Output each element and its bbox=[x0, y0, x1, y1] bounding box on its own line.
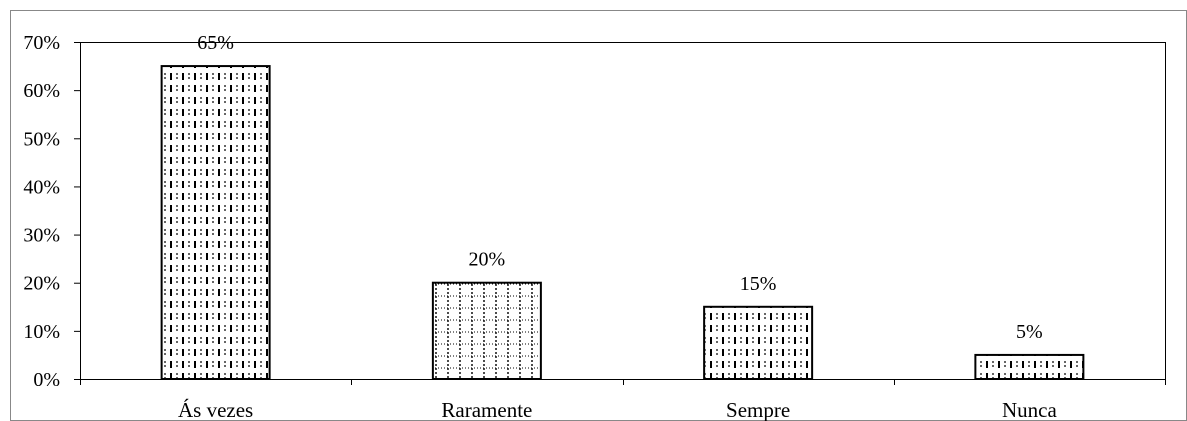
y-tick-label: 10% bbox=[23, 321, 60, 343]
y-tick-label: 20% bbox=[23, 273, 60, 295]
y-tick-label: 70% bbox=[23, 32, 60, 54]
data-labels: 65% 20% 15% 5% bbox=[197, 32, 1042, 343]
data-label: 20% bbox=[469, 249, 506, 271]
category-label: Sempre bbox=[726, 398, 790, 421]
y-tick-label: 30% bbox=[23, 225, 60, 247]
bar bbox=[703, 305, 814, 380]
category-labels: Ás vezes Raramente Sempre Nunca bbox=[178, 398, 1057, 421]
y-tick-label: 40% bbox=[23, 176, 60, 198]
y-tick-label: 50% bbox=[23, 128, 60, 150]
y-tick-label: 0% bbox=[33, 369, 60, 391]
data-label: 5% bbox=[1016, 321, 1043, 343]
category-label: Ás vezes bbox=[178, 398, 253, 421]
y-axis: 0% 10% 20% 30% 40% 50% 60% 70% bbox=[23, 32, 80, 391]
y-tick-label: 60% bbox=[23, 80, 60, 102]
data-label: 15% bbox=[740, 273, 777, 295]
bars bbox=[160, 65, 1085, 381]
data-label: 65% bbox=[197, 32, 234, 54]
bar bbox=[974, 353, 1085, 380]
x-axis bbox=[80, 379, 1166, 385]
bar bbox=[431, 281, 542, 381]
category-label: Nunca bbox=[1002, 398, 1057, 421]
bar bbox=[160, 65, 271, 380]
category-label: Raramente bbox=[441, 398, 532, 421]
